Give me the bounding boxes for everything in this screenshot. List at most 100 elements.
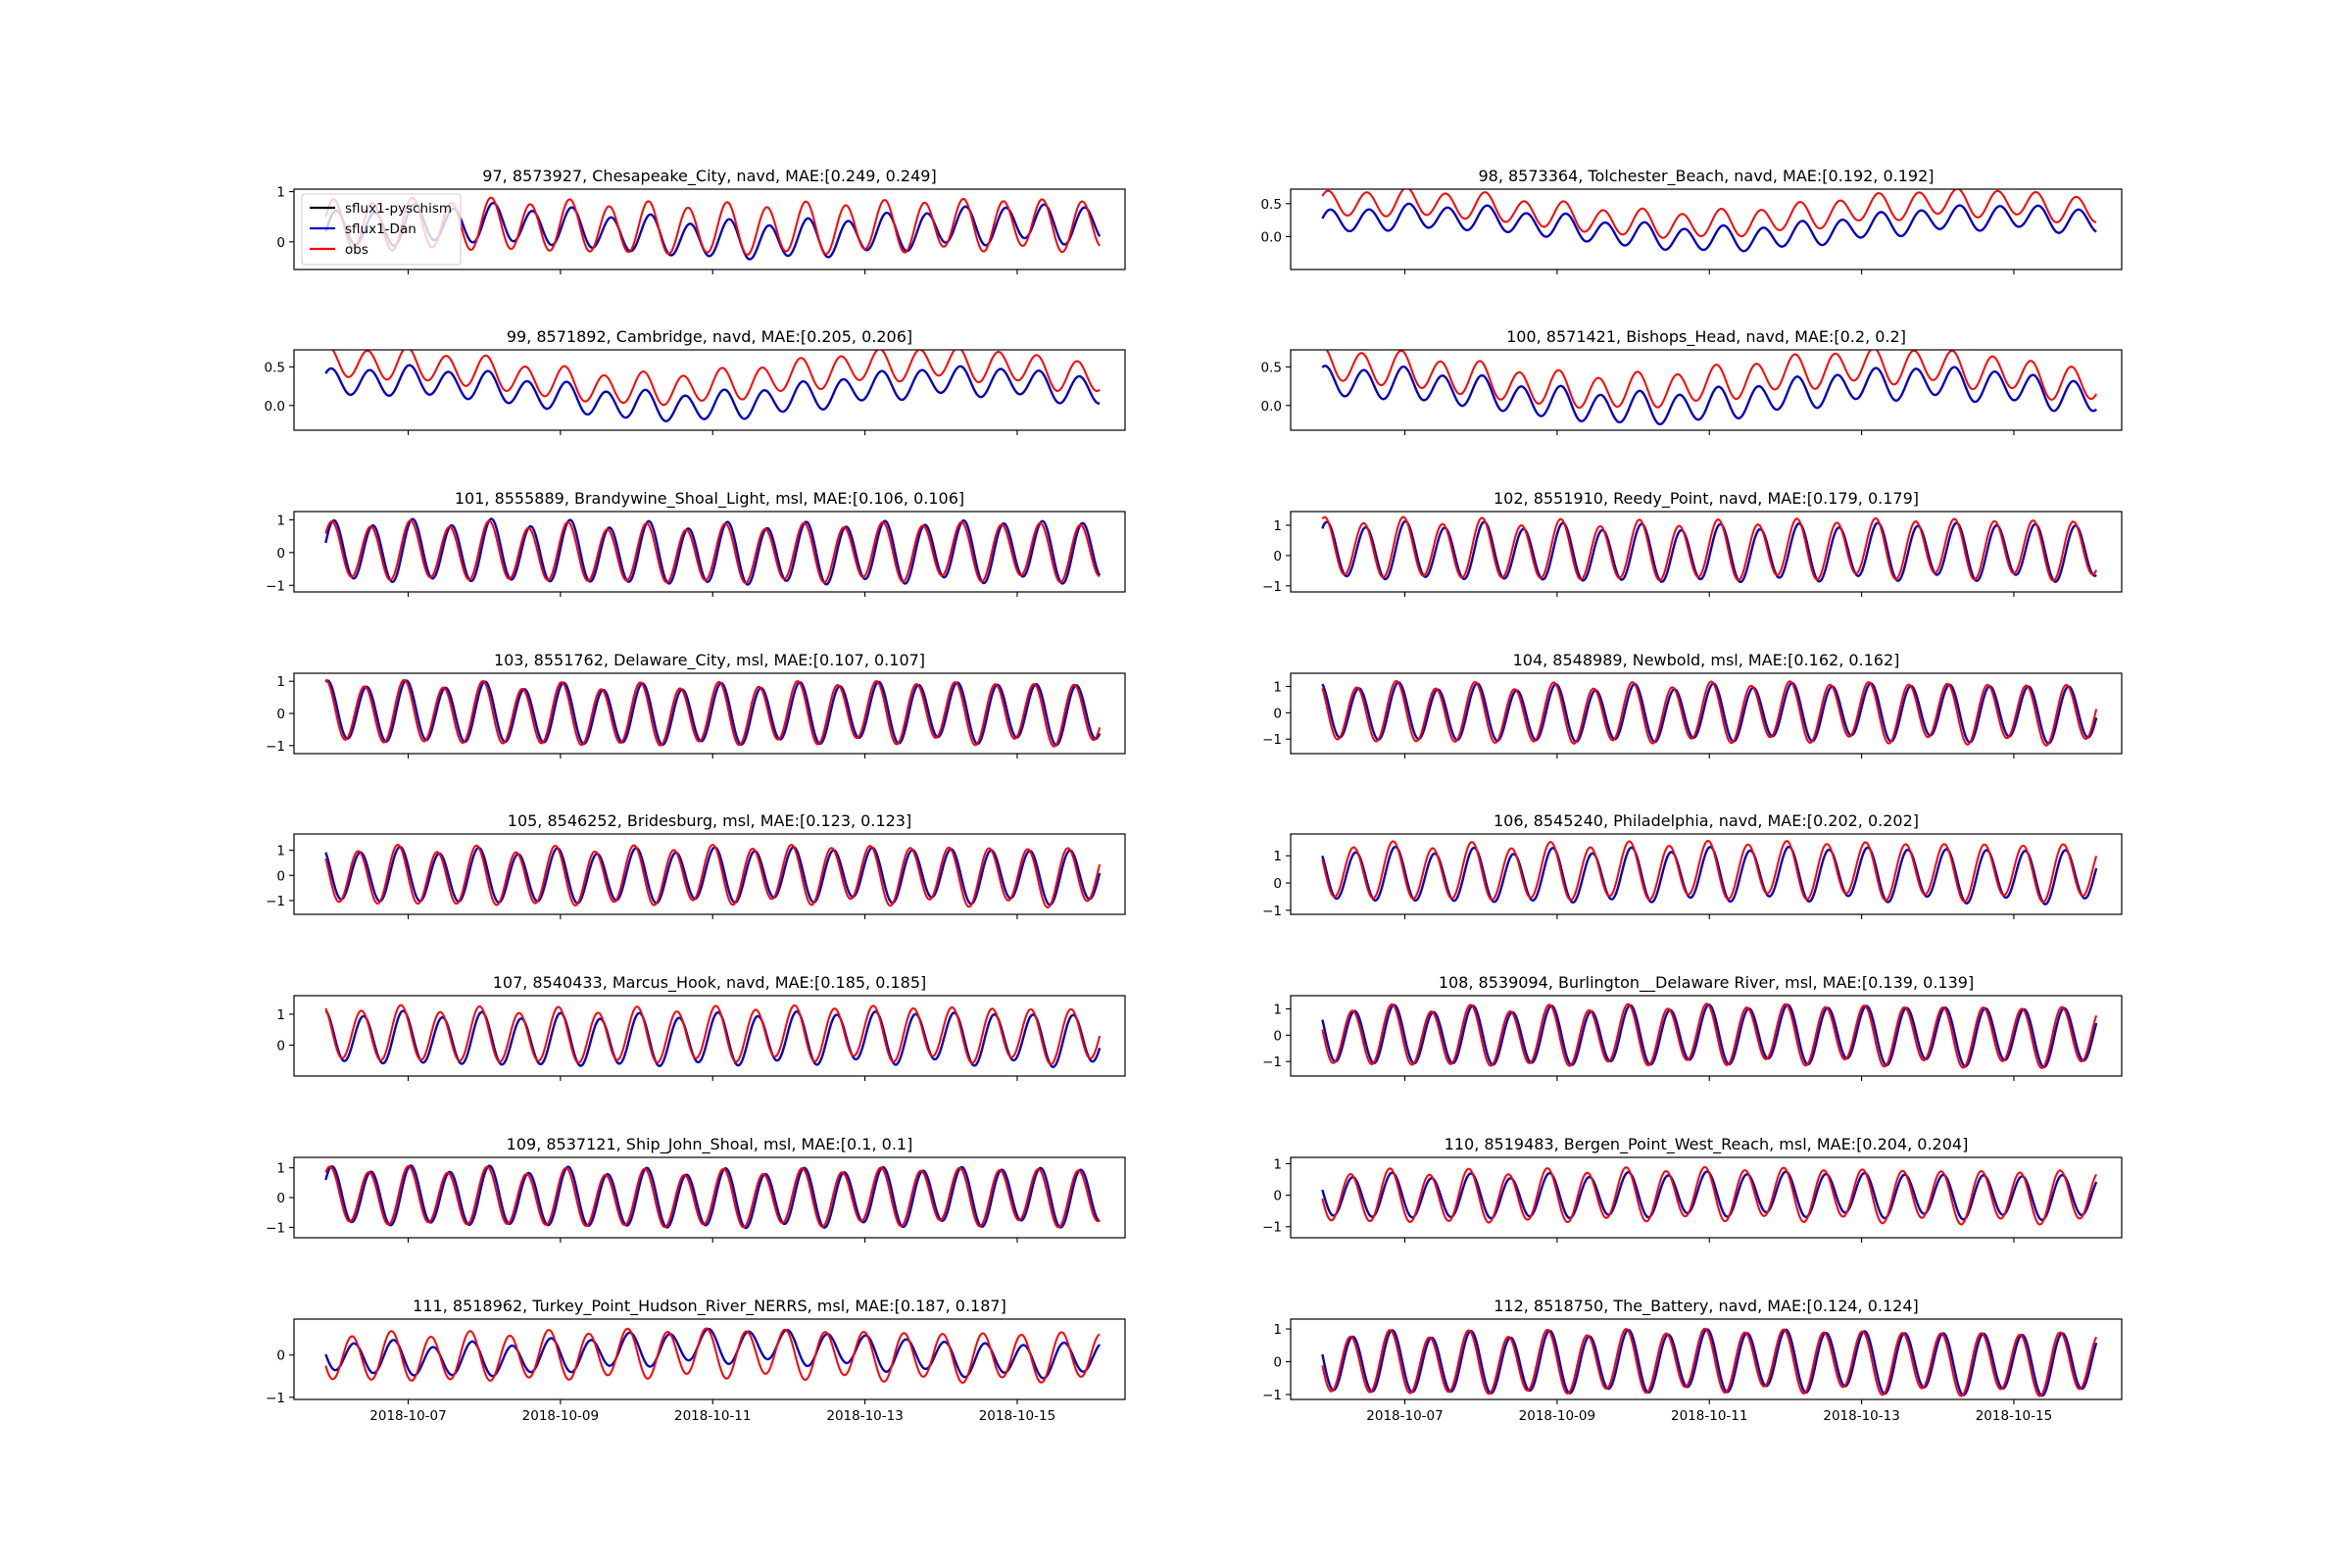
x-tick-label: 2018-10-09 [522, 1408, 599, 1424]
axes-frame [1290, 995, 2123, 1077]
subplot-12: 108, 8539094, Burlington__Delaware River… [1262, 973, 2123, 1081]
y-tick-label: 0 [276, 1191, 285, 1206]
subplot-13: 109, 8537121, Ship_John_Shoal, msl, MAE:… [266, 1135, 1126, 1243]
series-line-sflux1-Dan [1321, 519, 2097, 583]
x-tick-label: 2018-10-07 [369, 1408, 446, 1424]
y-tick-label: 0 [276, 1348, 285, 1364]
series-line-sflux1-Dan [324, 1164, 1101, 1230]
series-line-obs [324, 1327, 1101, 1385]
axes-frame [1290, 349, 2123, 431]
series-line-obs [1321, 189, 2097, 239]
subplot-title: 102, 8551910, Reedy_Point, navd, MAE:[0.… [1494, 489, 1919, 509]
y-tick-label: −1 [1262, 1388, 1282, 1403]
y-tick-label: 0 [1273, 706, 1282, 721]
subplot-5: 101, 8555889, Brandywine_Shoal_Light, ms… [266, 489, 1126, 597]
y-tick-label: −1 [266, 1391, 285, 1406]
legend-label: obs [345, 242, 368, 258]
y-tick-label: −1 [1262, 904, 1282, 919]
series-line-sflux1-Dan [324, 846, 1102, 906]
series-line-obs [1321, 679, 2098, 747]
y-tick-label: 0.5 [265, 360, 285, 375]
y-tick-label: −1 [266, 1220, 285, 1236]
y-tick-label: 1 [276, 674, 285, 690]
subplot-title: 106, 8545240, Philadelphia, navd, MAE:[0… [1494, 811, 1919, 830]
subplot-title: 108, 8539094, Burlington__Delaware River… [1439, 973, 1974, 993]
x-tick-label: 2018-10-07 [1366, 1408, 1443, 1424]
y-tick-label: 0 [1273, 1355, 1282, 1371]
y-tick-label: −1 [266, 578, 285, 594]
series-line-sflux1-Dan [1321, 1328, 2098, 1397]
subplot-1: 97, 8573927, Chesapeake_City, navd, MAE:… [276, 167, 1126, 274]
subplot-7: 103, 8551762, Delaware_City, msl, MAE:[0… [266, 651, 1126, 759]
series-line-obs [1321, 1165, 2097, 1226]
y-tick-label: −1 [1262, 732, 1282, 748]
series-line-obs [324, 1004, 1102, 1065]
series-line-sflux1-Dan [1321, 365, 2097, 425]
subplot-2: 98, 8573364, Tolchester_Beach, navd, MAE… [1261, 167, 2123, 274]
series-line-obs [1321, 1003, 2098, 1069]
axes-frame [293, 188, 1126, 270]
y-tick-label: 1 [1273, 1322, 1282, 1338]
subplot-title: 112, 8518750, The_Battery, navd, MAE:[0.… [1494, 1297, 1919, 1316]
y-tick-label: −1 [1262, 579, 1282, 595]
subplot-15: 111, 8518962, Turkey_Point_Hudson_River_… [266, 1297, 1126, 1424]
subplot-title: 104, 8548989, Newbold, msl, MAE:[0.162, … [1513, 651, 1900, 669]
legend-label: sflux1-pyschism [345, 201, 452, 217]
subplot-8: 104, 8548989, Newbold, msl, MAE:[0.162, … [1262, 651, 2123, 759]
axes-frame [1290, 672, 2123, 755]
y-tick-label: −1 [266, 739, 285, 755]
y-tick-label: 0 [1273, 1028, 1282, 1044]
y-tick-label: 0 [276, 707, 285, 722]
y-tick-label: 1 [1273, 1156, 1282, 1172]
y-tick-label: 0 [1273, 876, 1282, 892]
axes-frame [1290, 511, 2123, 593]
y-tick-label: 0 [276, 546, 285, 562]
y-tick-label: 0.5 [1261, 197, 1282, 213]
axes-frame [293, 511, 1126, 593]
axes-frame [293, 1318, 1126, 1400]
axes-frame [293, 349, 1126, 431]
subplot-11: 107, 8540433, Marcus_Hook, navd, MAE:[0.… [276, 973, 1126, 1081]
subplot-title: 107, 8540433, Marcus_Hook, navd, MAE:[0.… [493, 973, 927, 993]
subplot-title: 101, 8555889, Brandywine_Shoal_Light, ms… [455, 489, 964, 509]
y-tick-label: 1 [1273, 679, 1282, 695]
series-line-obs [324, 843, 1102, 908]
y-tick-label: 0 [276, 868, 285, 884]
subplot-title: 100, 8571421, Bishops_Head, navd, MAE:[0… [1506, 327, 1906, 347]
series-line-obs [1321, 515, 2098, 582]
subplot-6: 102, 8551910, Reedy_Point, navd, MAE:[0.… [1262, 489, 2123, 597]
subplot-10: 106, 8545240, Philadelphia, navd, MAE:[0… [1262, 811, 2123, 919]
x-tick-label: 2018-10-15 [979, 1408, 1055, 1424]
subplot-title: 97, 8573927, Chesapeake_City, navd, MAE:… [482, 167, 936, 186]
series-line-sflux1-Dan [1321, 202, 2097, 253]
subplot-14: 110, 8519483, Bergen_Point_West_Reach, m… [1262, 1135, 2123, 1243]
y-tick-label: 1 [276, 185, 285, 201]
axes-frame [1290, 188, 2123, 270]
series-line-sflux1-Dan [324, 679, 1102, 747]
subplot-title: 99, 8571892, Cambridge, navd, MAE:[0.205… [507, 327, 912, 346]
x-tick-label: 2018-10-11 [674, 1408, 751, 1424]
x-tick-label: 2018-10-15 [1976, 1408, 2052, 1424]
series-line-obs [1321, 839, 2098, 904]
axes-frame [293, 995, 1126, 1077]
y-tick-label: 0 [1273, 1189, 1282, 1204]
series-line-obs [1321, 1327, 2098, 1397]
y-tick-label: 1 [276, 844, 285, 859]
subplot-title: 98, 8573364, Tolchester_Beach, navd, MAE… [1478, 167, 1934, 186]
axes-frame [1290, 1318, 2123, 1400]
series-line-sflux1-Dan [324, 517, 1102, 586]
axes-frame [1290, 833, 2123, 915]
y-tick-label: 1 [1273, 1002, 1282, 1017]
y-tick-label: 0 [1273, 549, 1282, 564]
axes-frame [1290, 1156, 2123, 1239]
y-tick-label: 1 [276, 513, 285, 528]
series-line-obs [324, 519, 1101, 584]
subplot-4: 100, 8571421, Bishops_Head, navd, MAE:[0… [1261, 327, 2123, 435]
legend-label: sflux1-Dan [345, 221, 416, 237]
y-tick-label: 1 [1273, 518, 1282, 534]
y-tick-label: 0.0 [1261, 229, 1282, 245]
y-tick-label: 1 [276, 1007, 285, 1023]
subplot-9: 105, 8546252, Bridesburg, msl, MAE:[0.12… [266, 811, 1126, 919]
subplot-3: 99, 8571892, Cambridge, navd, MAE:[0.205… [265, 327, 1126, 435]
